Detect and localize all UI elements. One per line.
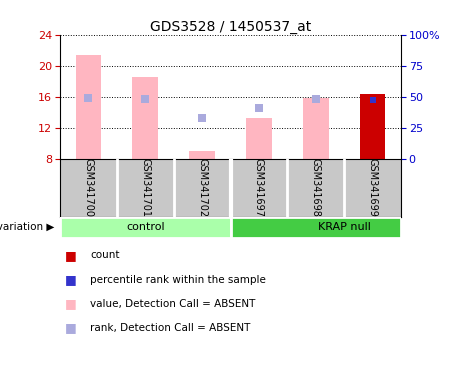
Bar xyxy=(230,217,401,238)
Text: GSM341698: GSM341698 xyxy=(311,158,321,217)
Text: count: count xyxy=(90,250,119,260)
Text: GSM341699: GSM341699 xyxy=(367,158,378,217)
Text: ■: ■ xyxy=(65,297,76,310)
Bar xyxy=(132,77,158,159)
Text: rank, Detection Call = ABSENT: rank, Detection Call = ABSENT xyxy=(90,323,250,333)
Text: ■: ■ xyxy=(65,321,76,334)
Bar xyxy=(189,151,215,159)
Text: percentile rank within the sample: percentile rank within the sample xyxy=(90,275,266,285)
Text: GSM341702: GSM341702 xyxy=(197,158,207,217)
Bar xyxy=(76,56,101,159)
Bar xyxy=(360,94,385,159)
Text: GSM341697: GSM341697 xyxy=(254,158,264,217)
Text: control: control xyxy=(126,222,165,232)
Text: genotype/variation ▶: genotype/variation ▶ xyxy=(0,222,54,232)
Text: ■: ■ xyxy=(65,273,76,286)
Text: GSM341700: GSM341700 xyxy=(83,158,94,217)
Text: ■: ■ xyxy=(65,249,76,262)
Title: GDS3528 / 1450537_at: GDS3528 / 1450537_at xyxy=(150,20,311,33)
Text: KRAP null: KRAP null xyxy=(318,222,371,232)
Bar xyxy=(246,118,272,159)
Bar xyxy=(60,217,230,238)
Text: GSM341701: GSM341701 xyxy=(140,158,150,217)
Bar xyxy=(303,98,329,159)
Text: value, Detection Call = ABSENT: value, Detection Call = ABSENT xyxy=(90,299,255,309)
